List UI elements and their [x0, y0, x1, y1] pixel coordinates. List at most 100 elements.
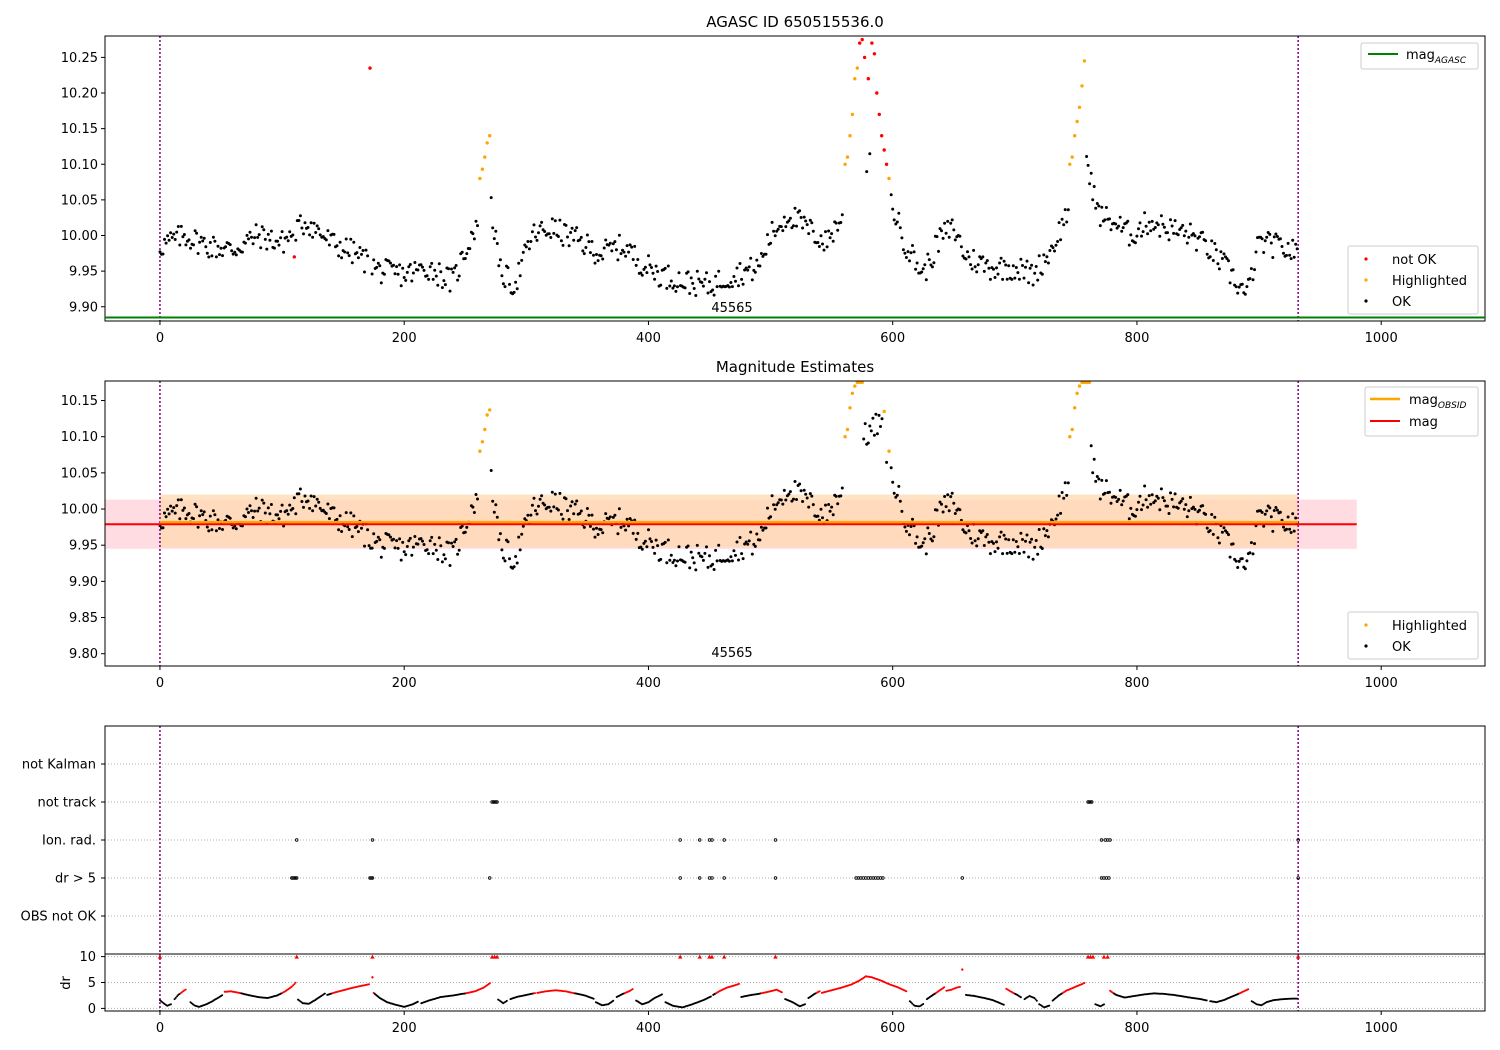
ok-point — [924, 552, 928, 556]
ok-point — [701, 558, 705, 562]
ok-point — [611, 242, 615, 246]
ok-point — [425, 274, 429, 278]
ok-point — [1144, 498, 1148, 502]
ok-point — [1249, 267, 1253, 271]
ok-point — [288, 230, 292, 234]
ok-point — [743, 542, 747, 546]
ok-point — [379, 281, 383, 285]
ok-point — [564, 497, 568, 501]
ok-point — [257, 506, 261, 510]
ok-point — [1249, 541, 1253, 545]
ok-point — [1034, 265, 1038, 268]
ok-point — [627, 250, 631, 254]
ok-point — [211, 235, 215, 239]
ok-point — [966, 250, 969, 254]
ok-point — [969, 263, 973, 267]
flag-marker — [495, 800, 499, 804]
ok-point — [572, 238, 576, 242]
ok-point — [643, 539, 647, 543]
ok-point — [874, 412, 878, 416]
ok-point — [949, 495, 953, 499]
ok-point — [224, 245, 228, 249]
ok-point — [1184, 229, 1188, 233]
flag-marker — [1088, 800, 1093, 804]
ok-point — [431, 552, 435, 556]
ok-point — [228, 243, 232, 247]
ok-point — [1153, 226, 1157, 229]
ok-point — [427, 277, 431, 281]
ok-point — [372, 532, 376, 536]
legend-ok-label: OK — [1392, 295, 1411, 310]
ok-point — [998, 535, 1002, 539]
y-tick-label: 10.15 — [61, 394, 98, 409]
ok-point — [915, 261, 919, 265]
ok-point — [392, 263, 395, 267]
ok-point — [1225, 531, 1229, 534]
ok-point — [489, 196, 493, 200]
ok-point — [1042, 527, 1046, 531]
ok-point — [703, 551, 707, 555]
ok-point — [1214, 248, 1218, 252]
ok-point — [1031, 283, 1035, 287]
ok-point — [1222, 252, 1226, 256]
ok-point — [158, 250, 162, 254]
flag-marker — [710, 838, 714, 842]
ok-point — [1295, 247, 1299, 251]
ok-point — [1014, 266, 1018, 269]
ok-point — [691, 556, 695, 560]
ok-point — [1092, 185, 1096, 188]
ok-point — [683, 560, 687, 564]
ok-point — [298, 487, 302, 491]
ok-point — [1040, 547, 1044, 550]
flag-marker — [698, 876, 702, 880]
ok-point — [811, 503, 815, 507]
flag-marker — [960, 876, 964, 880]
ok-point — [1201, 230, 1205, 234]
ok-point — [967, 255, 971, 259]
ok-point — [335, 517, 339, 521]
ok-point — [1059, 511, 1063, 515]
flag-marker — [722, 876, 726, 880]
ok-point — [1191, 232, 1195, 236]
ok-point — [958, 234, 962, 238]
ok-point — [428, 539, 432, 543]
ok-point — [439, 544, 443, 548]
ok-point — [602, 246, 606, 250]
highlighted-point — [1073, 406, 1077, 410]
ok-point — [651, 545, 655, 549]
ok-point — [442, 553, 446, 557]
ok-point — [1204, 512, 1208, 516]
ok-point — [250, 235, 253, 239]
legend-highlighted-label: Highlighted — [1392, 274, 1467, 289]
flag-label: not Kalman — [22, 758, 96, 773]
ok-point — [1108, 217, 1111, 221]
ok-point — [489, 469, 493, 472]
ok-point — [248, 230, 252, 234]
not-ok-point — [872, 52, 877, 56]
ok-point — [175, 504, 179, 508]
ok-point — [839, 221, 843, 224]
ok-point — [370, 272, 374, 276]
ok-point — [816, 241, 820, 244]
ok-point — [895, 220, 899, 224]
ok-point — [868, 424, 872, 428]
ok-point — [538, 224, 542, 228]
ok-point — [179, 498, 183, 502]
ok-point — [247, 511, 250, 514]
ok-point — [1115, 500, 1119, 503]
highlighted-point — [1082, 380, 1087, 385]
ok-point — [1265, 235, 1269, 239]
ok-point — [790, 226, 794, 230]
ok-point — [624, 528, 628, 532]
ok-point — [654, 538, 658, 542]
dr-point — [505, 999, 508, 1002]
ok-point — [1251, 552, 1255, 556]
ok-point — [865, 170, 869, 174]
ok-point — [1182, 507, 1186, 511]
y-tick-label: 10.25 — [61, 51, 98, 66]
dr-point — [1034, 998, 1037, 1001]
ok-point — [995, 540, 998, 544]
ok-point — [1234, 559, 1238, 563]
ok-point — [1187, 509, 1191, 513]
ok-point — [344, 511, 348, 515]
